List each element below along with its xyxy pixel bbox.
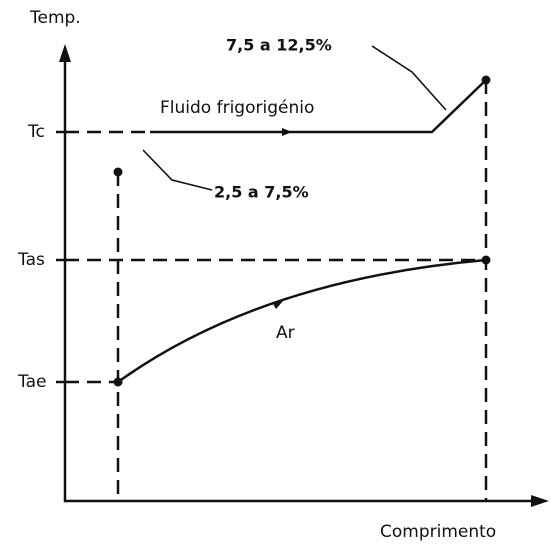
- leader: [371, 45, 447, 111]
- flow-arrow: [282, 128, 292, 136]
- annotation: 7,5 a 12,5%: [226, 36, 332, 55]
- refrigerant-line: [150, 79, 487, 134]
- y-arrow: [59, 44, 71, 62]
- leader: [142, 149, 213, 191]
- axes: [56, 44, 549, 507]
- leaders: [142, 45, 447, 191]
- level-label: Tas: [17, 250, 45, 270]
- curve-label: Fluido frigorigénio: [160, 98, 314, 118]
- flow-arrow: [272, 301, 283, 309]
- annotation: 2,5 a 7,5%: [214, 183, 309, 202]
- y-axis-label: Temp.: [29, 8, 81, 28]
- point: [113, 167, 123, 177]
- guides: [65, 80, 488, 501]
- level-label: Tc: [27, 122, 45, 142]
- curve-label: Ar: [276, 323, 295, 343]
- point: [481, 75, 491, 85]
- point: [113, 377, 123, 387]
- air-curve: [117, 258, 487, 384]
- level-label: Tae: [17, 372, 46, 392]
- point: [481, 255, 491, 265]
- x-axis-label: Comprimento: [380, 522, 496, 542]
- x-arrow: [531, 495, 549, 507]
- curves: [113, 75, 491, 387]
